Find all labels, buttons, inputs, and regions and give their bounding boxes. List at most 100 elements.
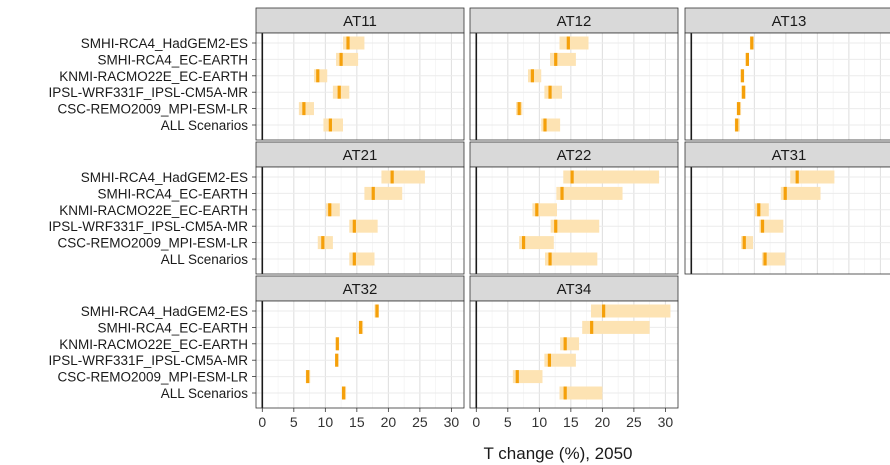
y-tick-label: SMHI-RCA4_HadGEM2-ES xyxy=(81,170,248,185)
median-mark xyxy=(517,102,521,116)
median-mark xyxy=(548,252,552,266)
median-mark xyxy=(757,203,761,217)
y-tick-label: CSC-REMO2009_MPI-ESM-LR xyxy=(57,102,248,117)
median-mark xyxy=(321,236,325,250)
panel-background xyxy=(256,33,464,140)
x-tick-label: 30 xyxy=(658,414,674,430)
median-mark xyxy=(352,219,356,233)
facet-title: AT11 xyxy=(343,13,377,30)
range-bar xyxy=(741,236,754,250)
range-bar xyxy=(559,386,603,400)
y-tick-label: ALL Scenarios xyxy=(161,386,249,401)
panel-background xyxy=(256,301,464,408)
median-mark xyxy=(566,36,570,50)
range-bar xyxy=(556,186,623,200)
y-axis-labels: SMHI-RCA4_HadGEM2-ESSMHI-RCA4_EC-EARTHKN… xyxy=(48,36,256,401)
median-mark xyxy=(554,219,558,233)
range-bar xyxy=(550,219,600,233)
median-mark xyxy=(563,386,567,400)
range-bar xyxy=(563,170,660,184)
range-bar xyxy=(761,252,786,266)
median-mark xyxy=(359,320,363,334)
median-mark xyxy=(750,36,754,50)
y-tick-label: SMHI-RCA4_EC-EARTH xyxy=(97,52,248,67)
range-bar xyxy=(780,186,821,200)
range-bar xyxy=(591,304,671,318)
median-mark xyxy=(736,102,741,116)
x-axis-ticks: 0 5 10 15 20 25 30 0 5 10 15 20 25 30 xyxy=(258,408,673,430)
range-bar xyxy=(336,52,359,66)
range-bar xyxy=(527,69,542,83)
panel-border xyxy=(255,32,465,141)
median-mark xyxy=(590,320,594,334)
x-tick-label: 25 xyxy=(412,414,428,430)
median-mark xyxy=(302,102,306,116)
range-bar xyxy=(342,36,365,50)
facet-title: AT32 xyxy=(343,281,378,298)
range-bar xyxy=(759,219,784,233)
panel-border xyxy=(684,32,890,141)
panels-layer: AT11 AT12 AT13 AT21 AT22 AT31 AT32 AT34 xyxy=(255,7,890,409)
facet-at32: AT32 xyxy=(255,275,465,409)
facet-strip xyxy=(469,275,679,302)
range-bar xyxy=(519,236,554,250)
facet-title: AT22 xyxy=(557,147,592,164)
facet-title: AT13 xyxy=(772,13,807,30)
x-tick-label: 5 xyxy=(290,414,298,430)
panel-border xyxy=(255,300,465,409)
panel-border xyxy=(469,32,679,141)
y-tick-label: CSC-REMO2009_MPI-ESM-LR xyxy=(57,370,248,385)
median-mark xyxy=(547,353,552,367)
facet-at13: AT13 xyxy=(684,7,890,141)
range-bar xyxy=(317,236,333,250)
x-tick-label: 0 xyxy=(258,414,266,430)
x-tick-label: 5 xyxy=(504,414,512,430)
median-mark xyxy=(745,52,749,66)
median-mark xyxy=(335,353,339,367)
range-bar xyxy=(545,252,598,266)
median-mark xyxy=(390,170,394,184)
y-tick-label: SMHI-RCA4_EC-EARTH xyxy=(97,320,248,335)
y-tick-label: SMHI-RCA4_EC-EARTH xyxy=(97,186,248,201)
panel-border xyxy=(684,166,890,275)
median-mark xyxy=(328,118,332,132)
median-mark xyxy=(328,203,332,217)
range-bar xyxy=(325,203,340,217)
y-tick-label: IPSL-WRF331F_IPSL-CM5A-MR xyxy=(48,85,248,100)
median-mark xyxy=(535,203,539,217)
median-mark xyxy=(306,370,310,384)
y-tick-label: IPSL-WRF331F_IPSL-CM5A-MR xyxy=(48,353,248,368)
y-tick-label: IPSL-WRF331F_IPSL-CM5A-MR xyxy=(48,219,248,234)
median-mark xyxy=(763,252,767,266)
median-mark xyxy=(735,118,739,132)
y-tick-label: SMHI-RCA4_HadGEM2-ES xyxy=(81,36,248,51)
range-bar xyxy=(298,102,314,116)
range-bar xyxy=(532,203,557,217)
range-bar xyxy=(544,353,576,367)
median-mark xyxy=(602,304,606,318)
panel-background xyxy=(470,33,678,140)
facet-at12: AT12 xyxy=(469,7,679,141)
median-mark xyxy=(543,118,547,132)
facet-at34: AT34 xyxy=(469,275,679,409)
median-mark xyxy=(563,337,567,351)
median-mark xyxy=(742,236,746,250)
median-mark xyxy=(339,52,343,66)
range-bar xyxy=(332,85,350,99)
facet-title: AT12 xyxy=(557,13,592,30)
median-mark xyxy=(346,36,350,50)
panel-background xyxy=(685,167,890,274)
x-tick-label: 30 xyxy=(444,414,460,430)
facet-at31: AT31 xyxy=(684,141,890,275)
median-mark xyxy=(554,52,558,66)
facet-strip xyxy=(469,7,679,34)
y-tick-label: CSC-REMO2009_MPI-ESM-LR xyxy=(57,236,248,251)
y-tick-label: KNMI-RACMO22E_EC-EARTH xyxy=(59,69,248,84)
facet-title: AT21 xyxy=(343,147,378,164)
y-tick-label: KNMI-RACMO22E_EC-EARTH xyxy=(59,203,248,218)
facet-strip xyxy=(255,7,465,34)
range-bar xyxy=(313,69,328,83)
range-bar xyxy=(544,85,563,99)
range-bar xyxy=(323,118,343,132)
